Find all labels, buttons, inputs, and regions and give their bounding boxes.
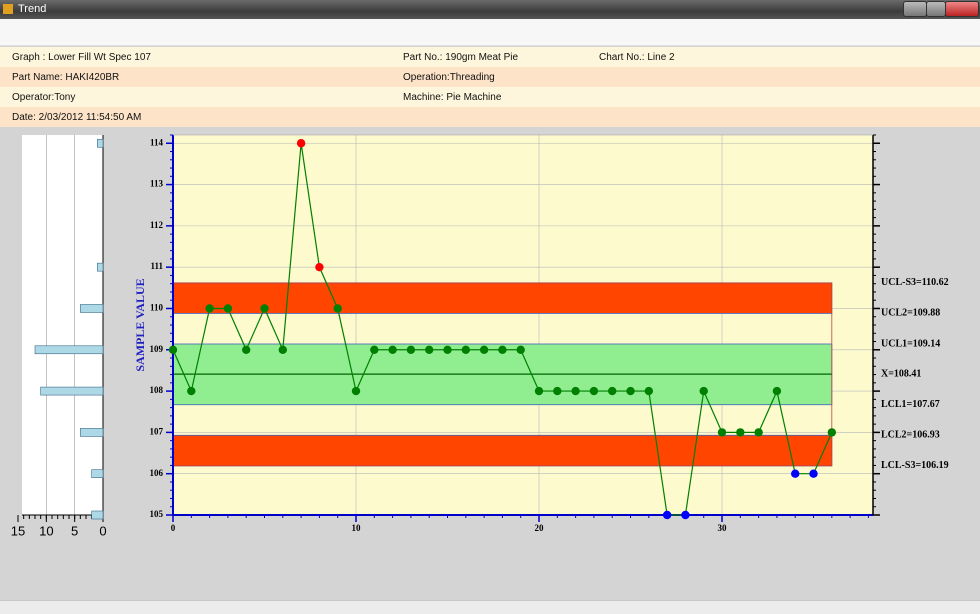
info-row: Operator:Tony Machine: Pie Machine	[0, 87, 980, 107]
limit-label: LCL1=107.67	[881, 399, 940, 410]
y-tick-label: 114	[150, 137, 164, 147]
x-tick-label: 30	[718, 523, 728, 533]
chart-area: SAMPLE VALUE UCL-S3=110.62 UCL2=109.88 UCL…	[11, 134, 949, 538]
limit-label: X=108.41	[881, 368, 921, 379]
data-point	[168, 345, 178, 354]
data-point	[534, 386, 544, 396]
data-point	[315, 262, 324, 272]
x-tick-label: 10	[352, 523, 362, 533]
data-point	[278, 345, 288, 354]
y-tick-label: 106	[150, 468, 164, 478]
data-point	[626, 386, 635, 396]
limit-label: UCL2=109.88	[881, 308, 940, 319]
info-row: Date: 2/03/2012 11:54:50 AM	[0, 107, 980, 127]
app-icon	[3, 4, 13, 14]
limit-label: UCL-S3=110.62	[881, 277, 949, 288]
info-text: Graph : Lower Fill Wt Spec 107	[12, 52, 151, 63]
data-point	[644, 386, 654, 396]
close-button[interactable]	[945, 1, 979, 17]
data-point	[479, 345, 489, 354]
toolbar	[0, 19, 980, 46]
x-tick-label: 0	[171, 523, 176, 533]
data-point	[553, 386, 562, 396]
info-text: Part No.: 190gm Meat Pie	[403, 52, 519, 63]
limit-label: LCL-S3=106.19	[881, 460, 949, 471]
data-point	[589, 386, 599, 396]
info-text: Operation:Threading	[403, 72, 495, 83]
data-point	[809, 469, 818, 478]
y-tick-label: 107	[150, 426, 164, 436]
limit-label: UCL1=109.14	[881, 338, 940, 349]
data-point	[717, 428, 727, 437]
data-point	[662, 510, 672, 520]
y-tick-label: 108	[150, 385, 164, 395]
hist-bar	[91, 510, 104, 520]
data-point	[516, 345, 525, 354]
data-point	[571, 386, 580, 396]
data-point	[260, 304, 269, 313]
hist-x-tick-label: 0	[99, 523, 106, 538]
y-tick-label: 111	[150, 261, 163, 271]
y-tick-label: 113	[150, 179, 164, 189]
y-tick-label: 110	[150, 303, 164, 313]
data-point	[461, 345, 471, 354]
control-zone	[172, 282, 833, 314]
info-row: Graph : Lower Fill Wt Spec 107 Part No.:…	[0, 47, 980, 67]
hist-bar	[80, 304, 104, 313]
data-point	[242, 345, 251, 354]
info-row: Part Name: HAKI420BR Operation:Threading	[0, 67, 980, 87]
y-tick-label: 105	[150, 509, 164, 519]
data-point	[754, 428, 763, 437]
hist-bar	[34, 345, 104, 355]
info-text: Operator:Tony	[12, 92, 76, 103]
data-point	[223, 304, 233, 313]
data-point	[498, 345, 507, 354]
hist-bar	[97, 138, 104, 148]
control-zone	[172, 434, 833, 467]
data-point	[333, 304, 342, 313]
data-point	[351, 386, 361, 396]
info-text: Machine: Pie Machine	[403, 92, 502, 103]
hist-bar	[80, 428, 104, 437]
hist-bar	[91, 469, 104, 478]
limit-label: LCL2=106.93	[881, 430, 940, 441]
data-point	[608, 386, 617, 396]
data-point	[187, 386, 196, 396]
hist-bar	[40, 386, 104, 396]
hist-x-tick-label: 15	[11, 523, 25, 538]
window-title: Trend	[18, 3, 47, 15]
y-axis-label: SAMPLE VALUE	[133, 278, 147, 371]
data-point	[681, 510, 690, 520]
data-point	[388, 345, 397, 354]
data-point	[425, 345, 434, 354]
x-tick-label: 20	[535, 523, 545, 533]
info-text: Part Name: HAKI420BR	[12, 72, 120, 83]
data-point	[205, 304, 214, 313]
hist-x-tick-label: 5	[71, 523, 78, 538]
hist-bar	[97, 262, 104, 272]
data-point	[699, 386, 708, 396]
data-point	[296, 139, 306, 148]
data-point	[772, 386, 782, 396]
status-bar	[0, 600, 980, 614]
histogram-background	[22, 135, 103, 515]
y-tick-label: 112	[150, 220, 164, 230]
data-point	[370, 345, 379, 354]
data-point	[406, 345, 416, 354]
data-point	[827, 428, 837, 437]
title-bar: Trend	[0, 0, 980, 19]
data-point	[443, 345, 452, 354]
info-text: Chart No.: Line 2	[599, 52, 675, 63]
hist-x-tick-label: 10	[39, 523, 53, 538]
data-point	[736, 428, 745, 437]
data-point	[791, 469, 800, 478]
info-text: Date: 2/03/2012 11:54:50 AM	[12, 112, 142, 123]
y-tick-label: 109	[150, 344, 164, 354]
